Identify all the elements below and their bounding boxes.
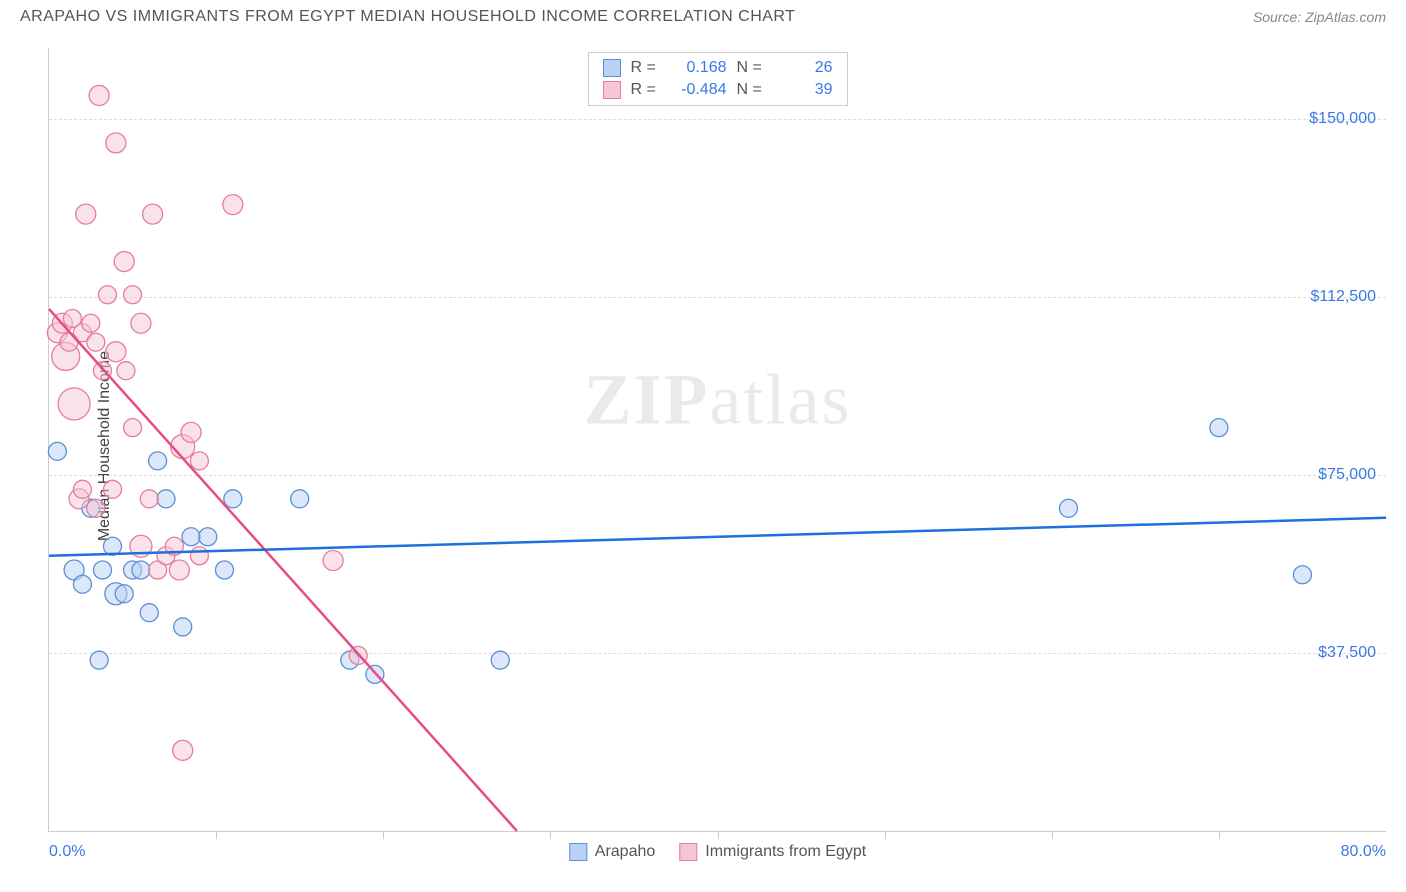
data-point — [169, 560, 189, 580]
data-point — [143, 204, 163, 224]
x-tick — [550, 831, 551, 839]
data-point — [73, 480, 91, 498]
data-point — [124, 286, 142, 304]
x-axis-min-label: 0.0% — [49, 843, 85, 861]
data-point — [190, 452, 208, 470]
data-point — [104, 480, 122, 498]
chart-plot-area: ZIPatlas $37,500$75,000$112,500$150,000 … — [48, 48, 1386, 832]
data-point — [199, 528, 217, 546]
correlation-stats-box: R = 0.168 N = 26 R = -0.484 N = 39 — [588, 52, 848, 106]
chart-title: ARAPAHO VS IMMIGRANTS FROM EGYPT MEDIAN … — [20, 8, 795, 26]
data-point — [73, 575, 91, 593]
data-point — [190, 547, 208, 565]
data-point — [1210, 419, 1228, 437]
data-point — [89, 85, 109, 105]
data-point — [115, 585, 133, 603]
data-point — [323, 551, 343, 571]
x-tick — [718, 831, 719, 839]
data-point — [215, 561, 233, 579]
data-point — [491, 651, 509, 669]
data-point — [181, 422, 201, 442]
data-point — [149, 452, 167, 470]
legend-item-egypt: Immigrants from Egypt — [679, 843, 866, 861]
data-point — [157, 490, 175, 508]
data-point — [131, 313, 151, 333]
data-point — [87, 333, 105, 351]
x-tick — [383, 831, 384, 839]
data-point — [1293, 566, 1311, 584]
data-point — [58, 388, 90, 420]
data-point — [132, 561, 150, 579]
data-point — [90, 651, 108, 669]
x-tick — [1219, 831, 1220, 839]
data-point — [48, 442, 66, 460]
legend-item-arapaho: Arapaho — [569, 843, 656, 861]
x-axis-max-label: 80.0% — [1341, 843, 1386, 861]
data-point — [87, 499, 105, 517]
legend-swatch-blue — [603, 59, 621, 77]
x-tick — [885, 831, 886, 839]
chart-header: ARAPAHO VS IMMIGRANTS FROM EGYPT MEDIAN … — [0, 0, 1406, 30]
data-point — [224, 490, 242, 508]
scatter-plot-svg — [49, 48, 1386, 831]
data-point — [182, 528, 200, 546]
data-point — [140, 490, 158, 508]
x-tick — [216, 831, 217, 839]
data-point — [106, 133, 126, 153]
legend-swatch-pink — [679, 843, 697, 861]
data-point — [1059, 499, 1077, 517]
bottom-legend: Arapaho Immigrants from Egypt — [569, 843, 866, 861]
data-point — [124, 419, 142, 437]
data-point — [114, 252, 134, 272]
legend-swatch-blue — [569, 843, 587, 861]
data-point — [174, 618, 192, 636]
data-point — [117, 362, 135, 380]
legend-swatch-pink — [603, 81, 621, 99]
data-point — [223, 195, 243, 215]
trendline — [49, 309, 517, 831]
source-attribution: Source: ZipAtlas.com — [1253, 9, 1386, 25]
x-tick — [1052, 831, 1053, 839]
trendline — [49, 518, 1386, 556]
data-point — [76, 204, 96, 224]
data-point — [173, 740, 193, 760]
data-point — [291, 490, 309, 508]
stats-row-series-1: R = 0.168 N = 26 — [603, 57, 833, 79]
data-point — [98, 286, 116, 304]
data-point — [106, 342, 126, 362]
data-point — [93, 561, 111, 579]
stats-row-series-2: R = -0.484 N = 39 — [603, 79, 833, 101]
data-point — [82, 314, 100, 332]
data-point — [140, 604, 158, 622]
